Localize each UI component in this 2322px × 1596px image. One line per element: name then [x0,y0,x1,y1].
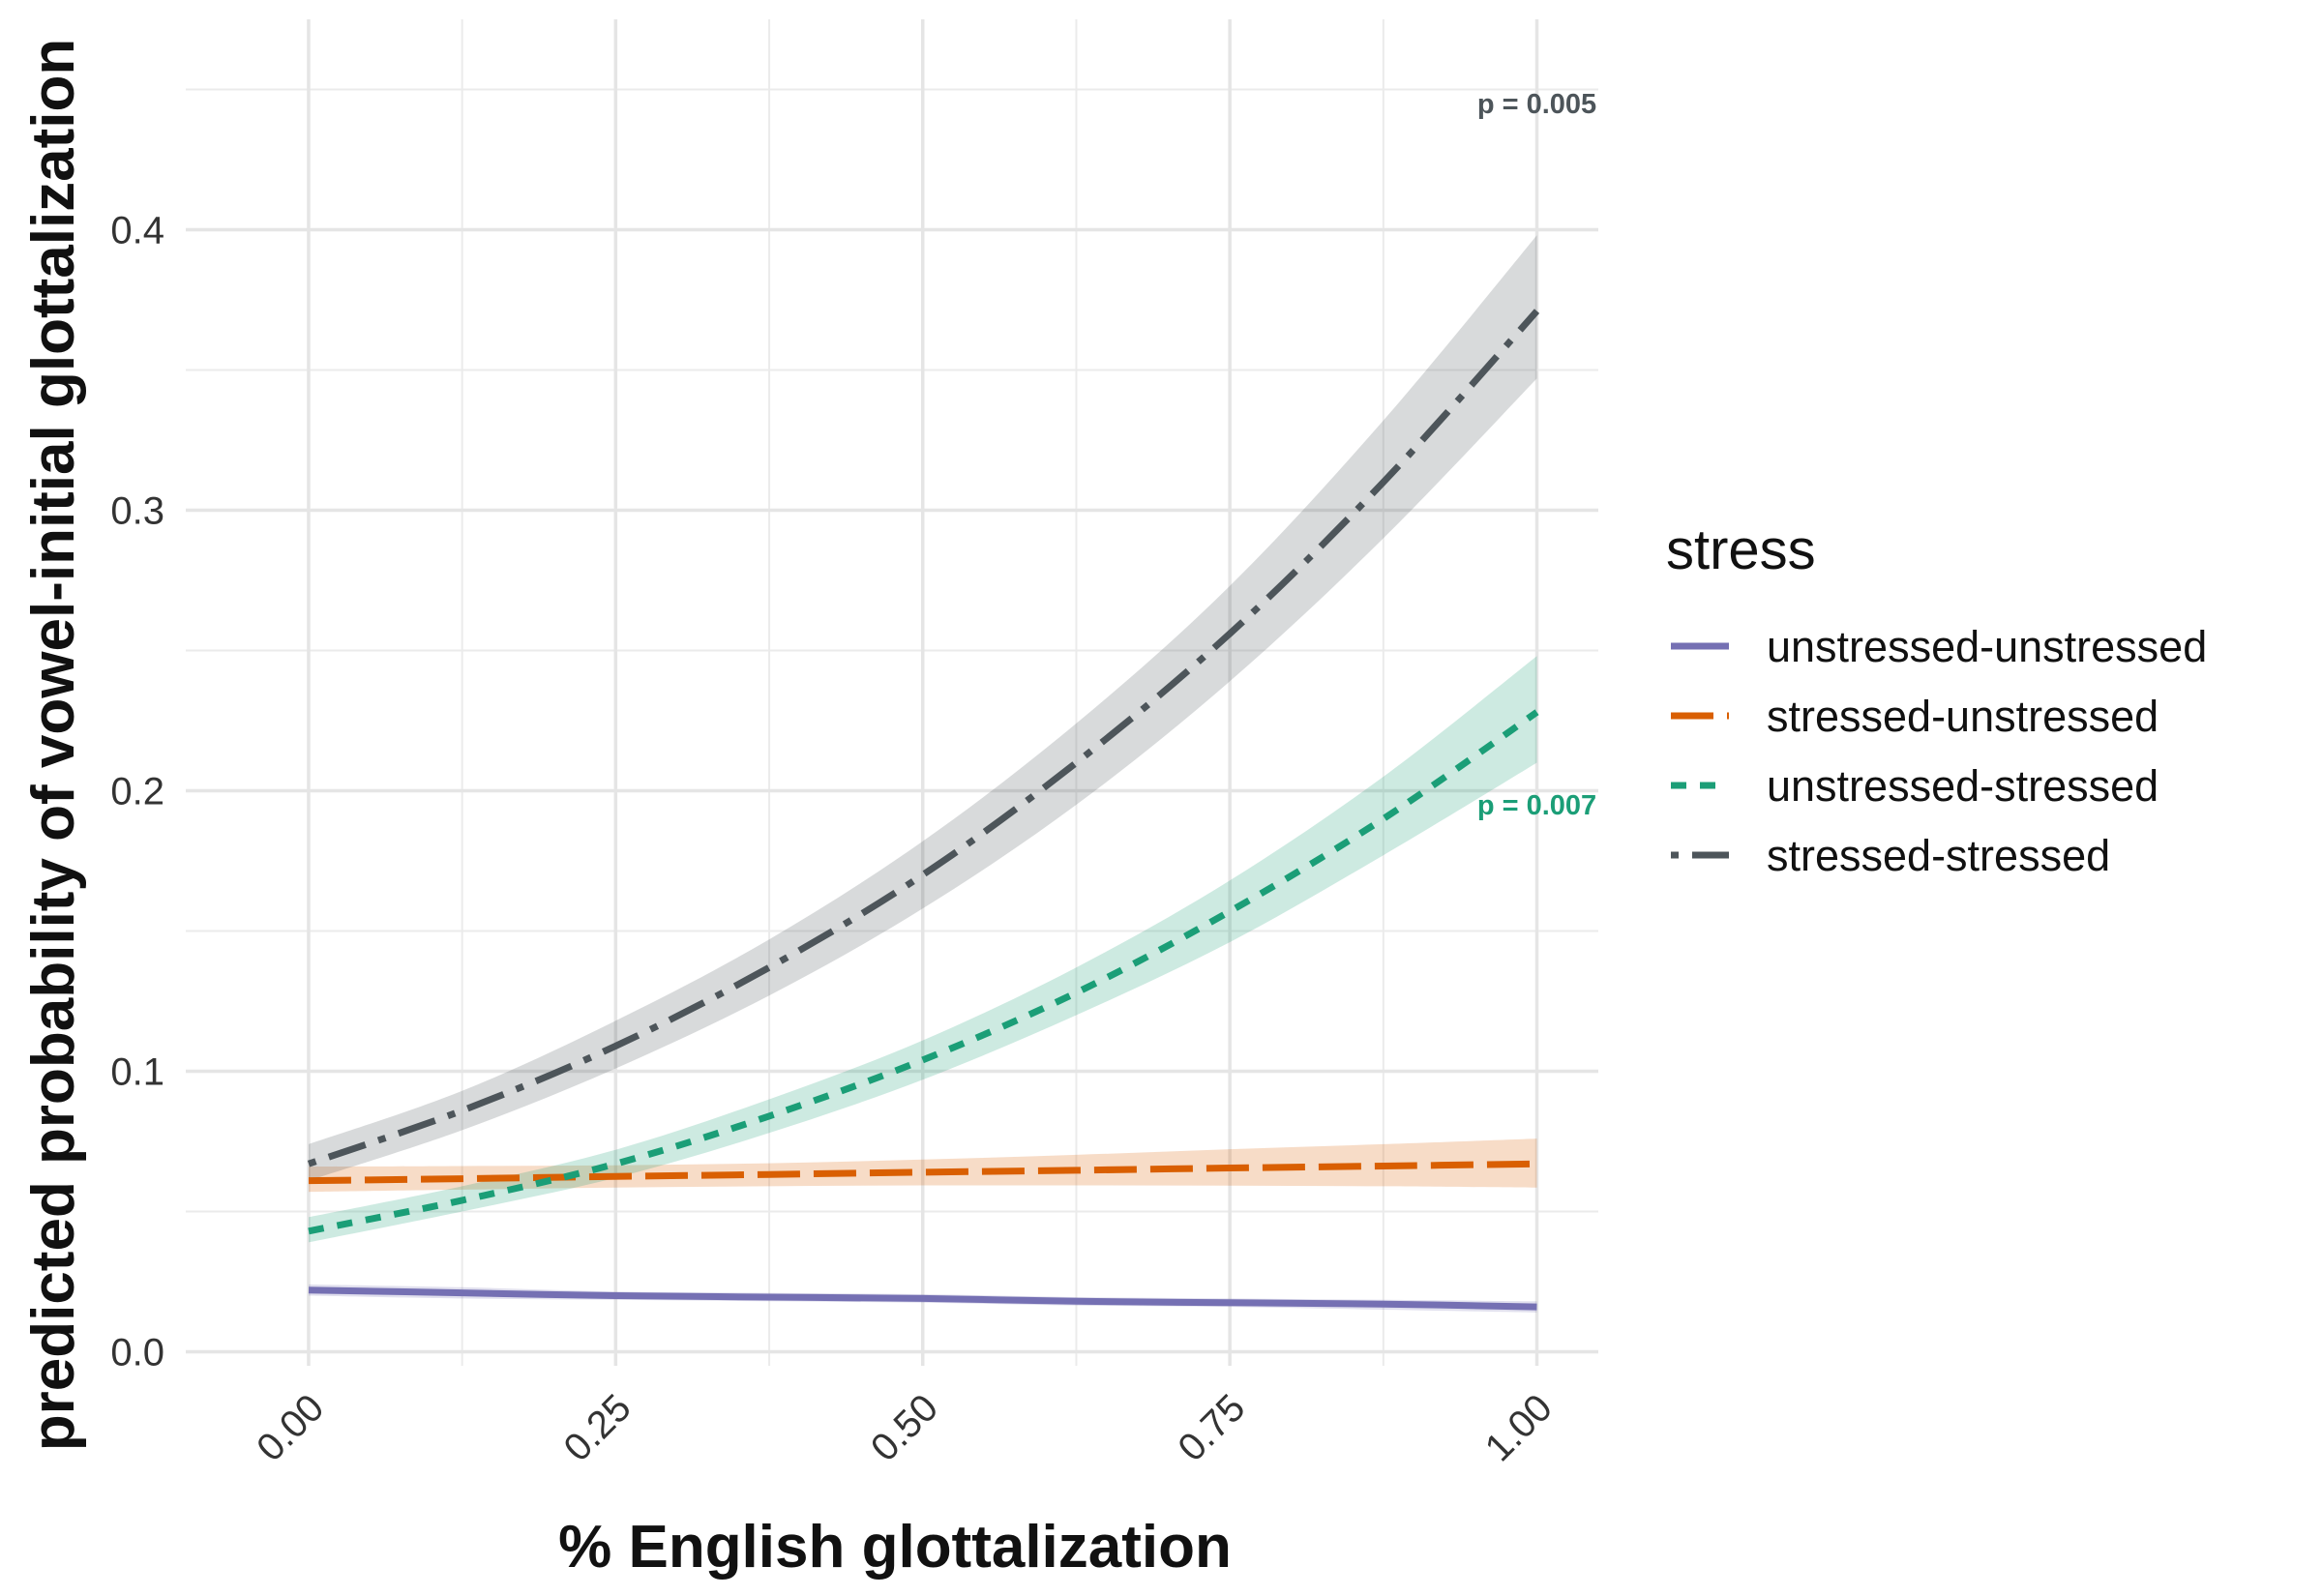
line-stressed-stressed [307,309,1540,1167]
y-tick-label: 0.0 [110,1332,164,1374]
legend-item-stressed-unstressed: stressed-unstressed [1671,692,2158,741]
x-tick-label: 0.75 [1170,1386,1253,1469]
legend-label: stressed-stressed [1767,831,2110,880]
legend-item-unstressed-stressed: unstressed-stressed [1671,761,2158,811]
y-tick-labels: 0.0 0.1 0.2 0.3 0.4 [110,210,164,1374]
legend-label: stressed-unstressed [1767,692,2158,741]
series-lines [307,309,1540,1311]
y-tick-label: 0.1 [110,1051,164,1094]
y-tick-label: 0.3 [110,490,164,533]
y-tick-label: 0.4 [110,210,164,252]
p-value-annotation: p = 0.007 [1477,790,1596,821]
grid-lines [186,19,1598,1366]
x-axis-label: % English glottalization [558,1514,1232,1581]
legend-label: unstressed-unstressed [1767,622,2207,671]
legend-label: unstressed-stressed [1767,761,2158,811]
x-tick-label: 0.50 [863,1386,946,1469]
legend-item-stressed-stressed: stressed-stressed [1671,831,2110,880]
p-value-annotation: p = 0.005 [1477,89,1596,120]
x-tick-labels: 0.00 0.25 0.50 0.75 1.00 [249,1386,1561,1469]
line-stressed-unstressed [308,1160,1537,1185]
line-unstressed-unstressed [308,1286,1537,1311]
line-unstressed-stressed [308,709,1539,1235]
legend: stress unstressed-unstressed stressed-uns… [1666,518,2207,880]
x-tick-label: 0.00 [249,1386,332,1469]
x-tick-label: 1.00 [1477,1386,1561,1469]
legend-item-unstressed-unstressed: unstressed-unstressed [1671,622,2207,671]
x-tick-label: 0.25 [556,1386,640,1469]
legend-title: stress [1666,518,1816,581]
y-tick-label: 0.2 [110,771,164,813]
annotations: p = 0.005 p = 0.007 [1477,89,1596,821]
y-axis-label: predicted probability of vowel-initial g… [20,39,87,1452]
